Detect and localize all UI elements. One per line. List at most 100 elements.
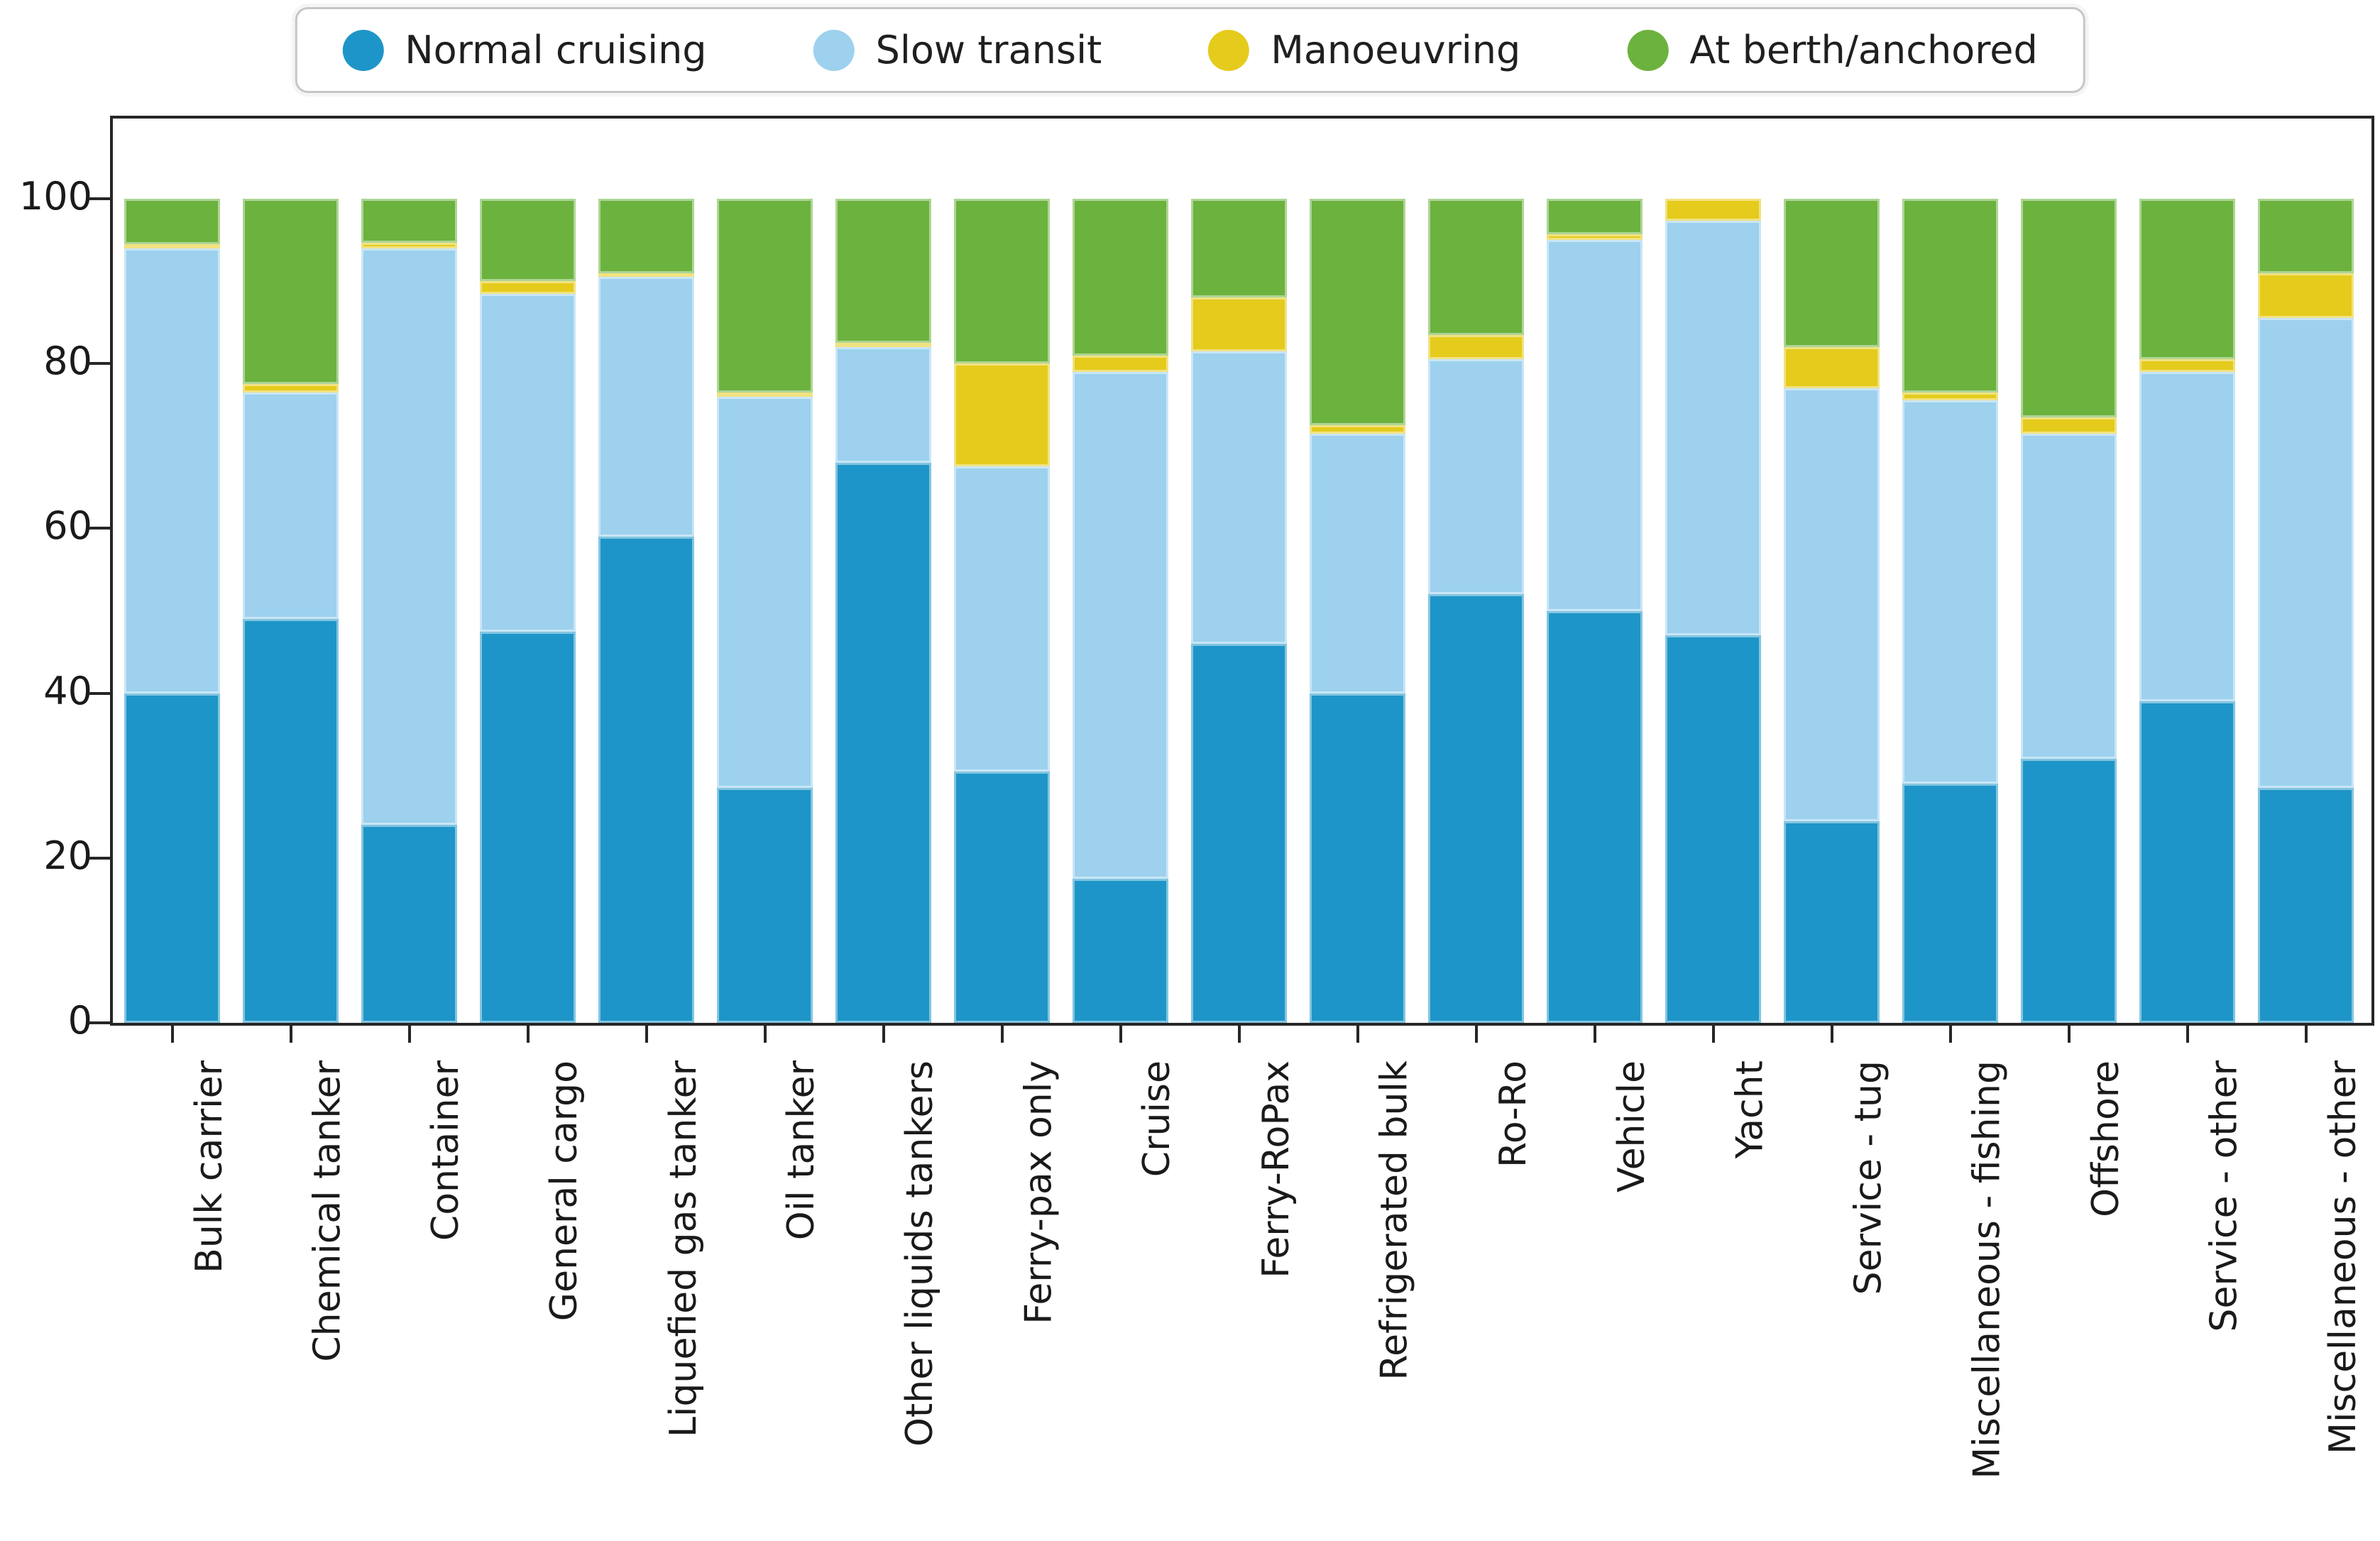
x-axis-label-oil-tanker: Oil tanker	[780, 1060, 823, 1241]
bar-segment-normal-cruising	[243, 619, 339, 1023]
y-tick-label: 100	[18, 174, 92, 219]
legend-label: At berth/anchored	[1689, 28, 2038, 72]
bar-segment-normal-cruising	[954, 771, 1050, 1023]
x-tick-mark	[407, 1026, 411, 1043]
bar-segment-manoeuvring	[1784, 347, 1880, 389]
bar-liquefied-gas-tanker	[598, 199, 694, 1023]
bar-segment-at-berth-anchored	[1428, 199, 1524, 335]
bar-segment-normal-cruising	[2139, 701, 2235, 1023]
bar-segment-at-berth-anchored	[954, 199, 1050, 364]
bar-ferry-pax-only	[954, 199, 1050, 1023]
bar-segment-slow-transit	[835, 347, 931, 463]
y-tick-mark	[89, 197, 110, 200]
y-tick-label: 0	[67, 998, 92, 1043]
bar-segment-at-berth-anchored	[1073, 199, 1168, 356]
legend-marker-icon	[1627, 29, 1669, 71]
bar-segment-normal-cruising	[2021, 759, 2117, 1023]
bar-segment-manoeuvring	[1902, 392, 1998, 401]
bar-vehicle	[1547, 199, 1643, 1023]
bar-chemical-tanker	[243, 199, 339, 1023]
x-axis-label-general-cargo: General cargo	[543, 1060, 586, 1322]
bar-service-tug	[1784, 199, 1880, 1023]
bar-segment-slow-transit	[1784, 388, 1880, 821]
x-axis-label-liquefied-gas-tanker: Liquefied gas tanker	[662, 1060, 705, 1437]
x-axis-label-bulk-carrier: Bulk carrier	[187, 1060, 231, 1273]
x-tick-mark	[1119, 1026, 1122, 1043]
bar-segment-manoeuvring	[1428, 334, 1524, 360]
bar-segment-normal-cruising	[2258, 788, 2354, 1023]
legend-item-normal-cruising: Normal cruising	[342, 28, 707, 72]
bar-segment-slow-transit	[1428, 359, 1524, 595]
bar-segment-manoeuvring	[480, 281, 576, 294]
y-tick-label: 80	[43, 339, 92, 384]
bar-general-cargo	[480, 199, 576, 1023]
x-axis-label-miscellaneous-fishing: Miscellaneous - fishing	[1965, 1060, 2009, 1479]
bar-segment-manoeuvring	[2139, 359, 2235, 372]
x-axis-label-cruise: Cruise	[1136, 1060, 1179, 1178]
legend-marker-icon	[1208, 29, 1250, 71]
bar-segment-at-berth-anchored	[243, 199, 339, 385]
x-tick-mark	[2067, 1026, 2071, 1043]
bar-refrigerated-bulk	[1310, 199, 1405, 1023]
bar-segment-manoeuvring	[835, 343, 931, 347]
bar-oil-tanker	[717, 199, 813, 1023]
x-tick-mark	[1237, 1026, 1241, 1043]
bar-segment-normal-cruising	[1784, 821, 1880, 1023]
bar-segment-slow-transit	[717, 396, 813, 789]
bar-segment-manoeuvring	[954, 363, 1050, 467]
x-axis-label-ferry-ropax: Ferry-RoPax	[1254, 1060, 1298, 1278]
bar-segment-slow-transit	[480, 293, 576, 632]
bar-segment-slow-transit	[1902, 400, 1998, 784]
x-tick-mark	[1711, 1026, 1715, 1043]
bar-segment-manoeuvring	[598, 273, 694, 278]
bar-segment-at-berth-anchored	[1310, 199, 1405, 426]
x-tick-mark	[1000, 1026, 1004, 1043]
y-tick-label: 40	[43, 668, 92, 713]
bar-segment-at-berth-anchored	[717, 199, 813, 393]
x-tick-mark	[1474, 1026, 1478, 1043]
bar-service-other	[2139, 199, 2235, 1023]
bar-segment-normal-cruising	[1665, 635, 1761, 1023]
bar-segment-normal-cruising	[124, 693, 220, 1023]
bar-segment-normal-cruising	[361, 825, 457, 1023]
bar-segment-at-berth-anchored	[361, 199, 457, 243]
bar-offshore	[2021, 199, 2117, 1023]
legend-item-manoeuvring: Manoeuvring	[1208, 28, 1520, 72]
bar-segment-manoeuvring	[1547, 234, 1643, 241]
bar-bulk-carrier	[124, 199, 220, 1023]
x-axis-label-ferry-pax-only: Ferry-pax only	[1017, 1060, 1060, 1325]
bar-segment-at-berth-anchored	[2021, 199, 2117, 417]
bar-segment-manoeuvring	[2258, 273, 2354, 319]
bar-segment-at-berth-anchored	[1902, 199, 1998, 393]
bar-other-liquids-tankers	[835, 199, 931, 1023]
bar-ferry-ropax	[1191, 199, 1287, 1023]
y-tick-label: 20	[43, 833, 92, 878]
bar-segment-manoeuvring	[2021, 417, 2117, 434]
legend-item-slow-transit: Slow transit	[813, 28, 1102, 72]
bar-segment-slow-transit	[954, 466, 1050, 772]
bar-segment-slow-transit	[243, 392, 339, 620]
bar-miscellaneous-fishing	[1902, 199, 1998, 1023]
x-axis-label-other-liquids-tankers: Other liquids tankers	[899, 1060, 942, 1447]
bar-segment-slow-transit	[1191, 351, 1287, 644]
legend-label: Slow transit	[875, 28, 1102, 72]
x-tick-mark	[882, 1026, 885, 1043]
x-axis-label-vehicle: Vehicle	[1610, 1060, 1653, 1192]
bar-segment-normal-cruising	[1191, 643, 1287, 1023]
bar-segment-normal-cruising	[1547, 610, 1643, 1023]
x-tick-mark	[289, 1026, 292, 1043]
legend-marker-icon	[342, 29, 384, 71]
x-axis-label-service-tug: Service - tug	[1847, 1060, 1890, 1295]
bar-segment-slow-transit	[1073, 371, 1168, 879]
y-tick-mark	[89, 527, 110, 530]
x-tick-mark	[1948, 1026, 1952, 1043]
legend: Normal cruising Slow transit Manoeuvring At…	[295, 7, 2085, 93]
bar-segment-manoeuvring	[361, 242, 457, 248]
bar-segment-slow-transit	[598, 277, 694, 537]
x-tick-mark	[2186, 1026, 2189, 1043]
bar-segment-manoeuvring	[243, 384, 339, 393]
bar-segment-slow-transit	[1310, 433, 1405, 693]
bar-segment-normal-cruising	[480, 631, 576, 1023]
bar-segment-manoeuvring	[717, 392, 813, 397]
x-axis-label-service-other: Service - other	[2203, 1060, 2246, 1332]
